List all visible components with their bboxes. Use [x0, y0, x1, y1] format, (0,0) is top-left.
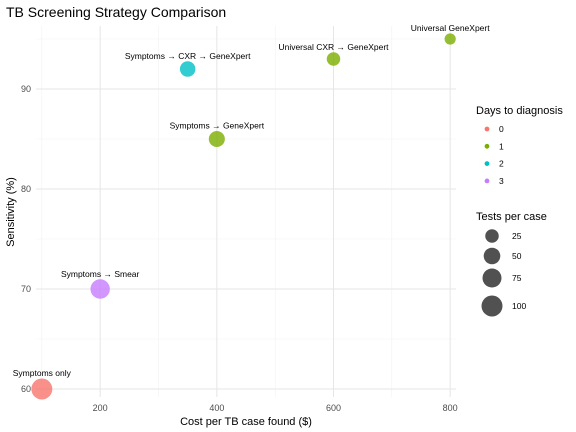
y-tick-label: 90	[21, 84, 31, 94]
legend-color-label: 2	[499, 159, 504, 169]
x-tick-label: 200	[93, 403, 108, 413]
data-point	[179, 61, 196, 77]
data-point-label: Symptoms → GeneXpert	[170, 120, 265, 130]
legend-color-swatch	[484, 143, 490, 149]
y-tick-label: 70	[21, 284, 31, 294]
legend-color-swatch	[484, 161, 490, 167]
legend-color-label: 0	[499, 124, 504, 134]
data-point	[208, 130, 225, 148]
legend-size-label: 100	[512, 301, 526, 311]
legend-size-title: Tests per case	[476, 211, 547, 223]
legend-color-swatch	[484, 126, 490, 132]
legend-color-label: 3	[499, 176, 504, 186]
legend-size-swatch	[485, 229, 499, 243]
data-point	[90, 279, 110, 299]
legend-color-label: 1	[499, 141, 504, 151]
legend-color-title: Days to diagnosis	[476, 105, 563, 117]
y-tick-label: 60	[21, 384, 31, 394]
data-point	[326, 52, 341, 66]
point-labels: Symptoms only Symptoms → Smear Symptoms → …	[13, 23, 490, 378]
y-axis-title: Sensitivity (%)	[5, 177, 17, 247]
axis-ticks: 200 400 600 800 60 70 80 90	[21, 84, 458, 413]
legend-size-swatch	[483, 247, 501, 265]
x-tick-label: 800	[443, 403, 458, 413]
plot-panel	[36, 26, 456, 397]
data-points	[31, 33, 456, 400]
legend-size-label: 50	[512, 251, 522, 261]
legend-size-items: 25 50 75 100	[481, 229, 526, 317]
data-point	[444, 33, 456, 45]
data-point-label: Symptoms only	[13, 368, 72, 378]
legend-size-label: 75	[512, 273, 522, 283]
x-axis-title: Cost per TB case found ($)	[180, 416, 312, 428]
data-point-label: Universal GeneXpert	[411, 23, 491, 33]
legend-color-swatch	[484, 178, 490, 184]
data-point	[31, 378, 53, 400]
legend-color-items: 0 1 2 3	[484, 124, 504, 186]
legend-size-swatch	[481, 295, 503, 317]
data-point-label: Symptoms → Smear	[61, 269, 140, 279]
chart-title: TB Screening Strategy Comparison	[6, 4, 226, 20]
y-tick-label: 80	[21, 184, 31, 194]
legend-size-label: 25	[512, 231, 522, 241]
legend-size-swatch	[482, 268, 502, 288]
data-point-label: Symptoms → CXR → GeneXpert	[125, 51, 251, 61]
data-point-label: Universal CXR → GeneXpert	[278, 42, 389, 52]
x-tick-label: 600	[326, 403, 341, 413]
grid	[36, 26, 456, 397]
legend: Days to diagnosis 0 1 2 3 Tests per case 25…	[476, 105, 563, 317]
x-tick-label: 400	[209, 403, 224, 413]
